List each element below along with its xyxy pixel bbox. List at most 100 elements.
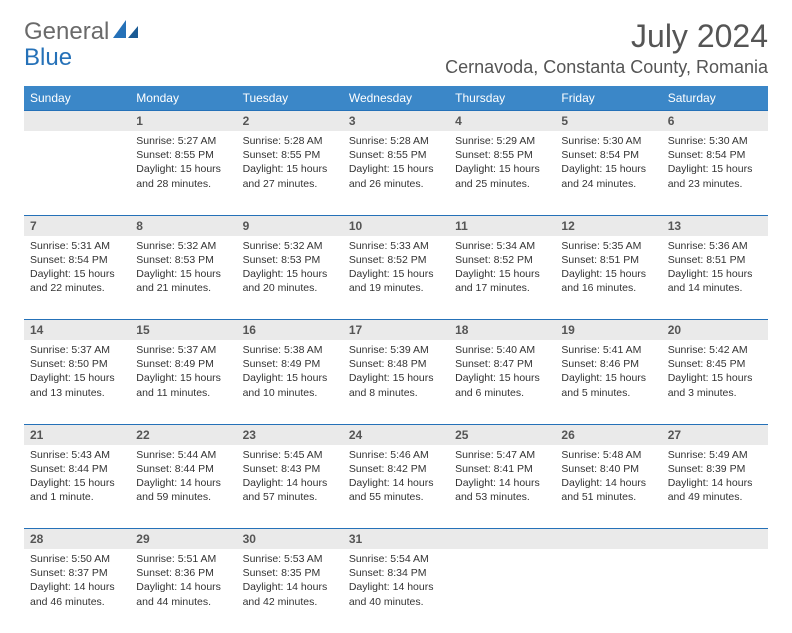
day-number: 6: [662, 111, 768, 131]
day-number: 13: [662, 216, 768, 236]
day-cell: [449, 549, 555, 633]
day-number-cell: 8: [130, 215, 236, 236]
day-content: Sunrise: 5:30 AMSunset: 8:54 PMDaylight:…: [662, 131, 768, 197]
daylight-text: Daylight: 15 hours and 28 minutes.: [136, 162, 230, 190]
day-content: [24, 131, 130, 140]
daylight-text: Daylight: 15 hours and 8 minutes.: [349, 371, 443, 399]
daylight-text: Daylight: 15 hours and 20 minutes.: [243, 267, 337, 295]
day-cell: Sunrise: 5:27 AMSunset: 8:55 PMDaylight:…: [130, 131, 236, 215]
day-content: Sunrise: 5:48 AMSunset: 8:40 PMDaylight:…: [555, 445, 661, 511]
daynum-row: 14151617181920: [24, 320, 768, 341]
day-number: 1: [130, 111, 236, 131]
day-number-cell: 6: [662, 111, 768, 132]
sunrise-text: Sunrise: 5:48 AM: [561, 448, 655, 462]
day-number: 17: [343, 320, 449, 340]
day-number: 15: [130, 320, 236, 340]
daylight-text: Daylight: 15 hours and 24 minutes.: [561, 162, 655, 190]
day-content: [555, 549, 661, 558]
day-number-cell: 5: [555, 111, 661, 132]
daylight-text: Daylight: 14 hours and 55 minutes.: [349, 476, 443, 504]
day-number-cell: 4: [449, 111, 555, 132]
sunset-text: Sunset: 8:48 PM: [349, 357, 443, 371]
daylight-text: Daylight: 15 hours and 17 minutes.: [455, 267, 549, 295]
daylight-text: Daylight: 15 hours and 23 minutes.: [668, 162, 762, 190]
sunset-text: Sunset: 8:52 PM: [349, 253, 443, 267]
day-content: Sunrise: 5:53 AMSunset: 8:35 PMDaylight:…: [237, 549, 343, 615]
day-cell: Sunrise: 5:37 AMSunset: 8:50 PMDaylight:…: [24, 340, 130, 424]
day-content: Sunrise: 5:37 AMSunset: 8:50 PMDaylight:…: [24, 340, 130, 406]
sunset-text: Sunset: 8:44 PM: [136, 462, 230, 476]
day-number: 21: [24, 425, 130, 445]
day-cell: Sunrise: 5:34 AMSunset: 8:52 PMDaylight:…: [449, 236, 555, 320]
sunrise-text: Sunrise: 5:39 AM: [349, 343, 443, 357]
day-number: 14: [24, 320, 130, 340]
sunset-text: Sunset: 8:51 PM: [561, 253, 655, 267]
day-cell: Sunrise: 5:48 AMSunset: 8:40 PMDaylight:…: [555, 445, 661, 529]
daylight-text: Daylight: 15 hours and 3 minutes.: [668, 371, 762, 399]
daylight-text: Daylight: 15 hours and 19 minutes.: [349, 267, 443, 295]
daylight-text: Daylight: 14 hours and 40 minutes.: [349, 580, 443, 608]
day-number-cell: [449, 529, 555, 550]
day-number-cell: 25: [449, 424, 555, 445]
day-number: 29: [130, 529, 236, 549]
sunset-text: Sunset: 8:35 PM: [243, 566, 337, 580]
day-number-cell: 13: [662, 215, 768, 236]
day-cell: Sunrise: 5:43 AMSunset: 8:44 PMDaylight:…: [24, 445, 130, 529]
day-cell: Sunrise: 5:45 AMSunset: 8:43 PMDaylight:…: [237, 445, 343, 529]
sunset-text: Sunset: 8:42 PM: [349, 462, 443, 476]
day-number-cell: 21: [24, 424, 130, 445]
sunset-text: Sunset: 8:54 PM: [668, 148, 762, 162]
day-number: 26: [555, 425, 661, 445]
day-number: 23: [237, 425, 343, 445]
day-number-cell: 23: [237, 424, 343, 445]
day-number-cell: 9: [237, 215, 343, 236]
day-header: Thursday: [449, 86, 555, 111]
day-number-cell: [662, 529, 768, 550]
day-cell: Sunrise: 5:31 AMSunset: 8:54 PMDaylight:…: [24, 236, 130, 320]
sunrise-text: Sunrise: 5:31 AM: [30, 239, 124, 253]
sunrise-text: Sunrise: 5:29 AM: [455, 134, 549, 148]
day-number-cell: 15: [130, 320, 236, 341]
sunrise-text: Sunrise: 5:41 AM: [561, 343, 655, 357]
sunrise-text: Sunrise: 5:54 AM: [349, 552, 443, 566]
daynum-row: 123456: [24, 111, 768, 132]
day-number-cell: 2: [237, 111, 343, 132]
daylight-text: Daylight: 14 hours and 57 minutes.: [243, 476, 337, 504]
day-number-cell: 24: [343, 424, 449, 445]
day-content: Sunrise: 5:51 AMSunset: 8:36 PMDaylight:…: [130, 549, 236, 615]
day-number-cell: 7: [24, 215, 130, 236]
day-content: Sunrise: 5:29 AMSunset: 8:55 PMDaylight:…: [449, 131, 555, 197]
daynum-row: 28293031: [24, 529, 768, 550]
sunrise-text: Sunrise: 5:51 AM: [136, 552, 230, 566]
sunset-text: Sunset: 8:53 PM: [136, 253, 230, 267]
daylight-text: Daylight: 15 hours and 11 minutes.: [136, 371, 230, 399]
daylight-text: Daylight: 15 hours and 22 minutes.: [30, 267, 124, 295]
day-content: Sunrise: 5:33 AMSunset: 8:52 PMDaylight:…: [343, 236, 449, 302]
daylight-text: Daylight: 15 hours and 6 minutes.: [455, 371, 549, 399]
sunrise-text: Sunrise: 5:42 AM: [668, 343, 762, 357]
day-cell: Sunrise: 5:28 AMSunset: 8:55 PMDaylight:…: [237, 131, 343, 215]
day-number: 19: [555, 320, 661, 340]
calendar-body: 123456Sunrise: 5:27 AMSunset: 8:55 PMDay…: [24, 111, 768, 633]
day-content: Sunrise: 5:38 AMSunset: 8:49 PMDaylight:…: [237, 340, 343, 406]
day-number-cell: 27: [662, 424, 768, 445]
sunrise-text: Sunrise: 5:32 AM: [136, 239, 230, 253]
sunset-text: Sunset: 8:52 PM: [455, 253, 549, 267]
day-number: 22: [130, 425, 236, 445]
sunset-text: Sunset: 8:45 PM: [668, 357, 762, 371]
logo: General: [24, 18, 141, 46]
daynum-row: 21222324252627: [24, 424, 768, 445]
day-cell: Sunrise: 5:32 AMSunset: 8:53 PMDaylight:…: [237, 236, 343, 320]
sunrise-text: Sunrise: 5:45 AM: [243, 448, 337, 462]
day-cell: Sunrise: 5:49 AMSunset: 8:39 PMDaylight:…: [662, 445, 768, 529]
day-cell: Sunrise: 5:30 AMSunset: 8:54 PMDaylight:…: [555, 131, 661, 215]
day-number-cell: 11: [449, 215, 555, 236]
day-number-cell: 31: [343, 529, 449, 550]
daynum-row: 78910111213: [24, 215, 768, 236]
logo-text-general: General: [24, 18, 109, 46]
sunrise-text: Sunrise: 5:50 AM: [30, 552, 124, 566]
day-content: Sunrise: 5:37 AMSunset: 8:49 PMDaylight:…: [130, 340, 236, 406]
sunset-text: Sunset: 8:54 PM: [30, 253, 124, 267]
day-number-cell: 28: [24, 529, 130, 550]
sunset-text: Sunset: 8:53 PM: [243, 253, 337, 267]
